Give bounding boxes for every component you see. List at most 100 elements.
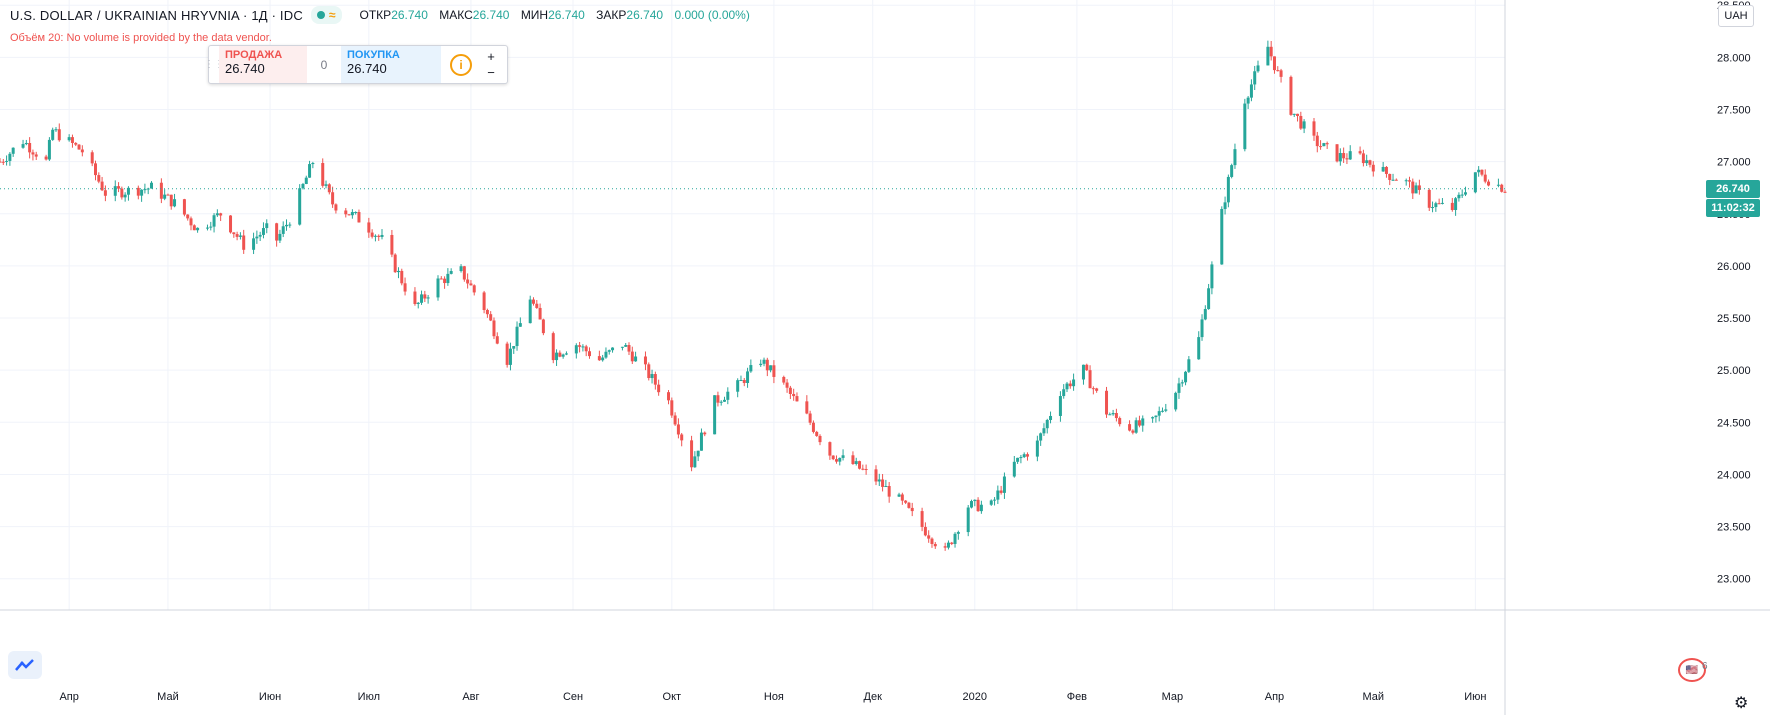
candle-body — [1210, 264, 1214, 289]
sell-button[interactable]: ПРОДАЖА 26.740 — [219, 46, 307, 83]
candle-body — [426, 297, 430, 299]
candle-body — [103, 190, 107, 196]
info-button[interactable]: i — [441, 46, 481, 83]
candle-body — [723, 399, 727, 402]
candle-body — [630, 351, 634, 362]
drag-handle-icon[interactable]: ⋮⋮ — [204, 59, 224, 70]
candle-body — [169, 194, 173, 207]
candle-body — [818, 435, 822, 443]
candle-body — [258, 234, 262, 237]
candle-body — [205, 227, 209, 229]
candle-body — [713, 395, 717, 435]
candle-body — [792, 393, 796, 397]
candle-body — [380, 234, 384, 237]
candle-body — [943, 546, 947, 548]
currency-button[interactable]: UAH — [1718, 5, 1754, 27]
gear-icon[interactable]: ⚙ — [1734, 695, 1749, 712]
x-tick-label: Июн — [1464, 691, 1486, 703]
trading-view-logo-icon[interactable] — [8, 651, 42, 679]
candle-body — [255, 236, 259, 239]
candle-body — [762, 359, 766, 364]
candle-body — [561, 354, 565, 357]
candle-body — [1223, 202, 1227, 210]
candle-body — [828, 442, 832, 456]
y-tick-label: 26.000 — [1717, 261, 1751, 273]
y-tick-label: 24.000 — [1717, 469, 1751, 481]
candle-body — [301, 183, 305, 189]
low-value: 26.740 — [548, 8, 585, 22]
candle-body — [489, 314, 493, 321]
candle-body — [1174, 392, 1178, 410]
candle-body — [324, 184, 328, 186]
candle-body — [1404, 180, 1408, 182]
candle-body — [1039, 433, 1043, 441]
candle-body — [693, 456, 697, 468]
candle-body — [396, 270, 400, 273]
symbol-title[interactable]: U.S. DOLLAR / UKRAINIAN HRYVNIA · 1Д · I… — [10, 7, 303, 23]
candle-body — [676, 424, 680, 435]
candle-body — [1180, 382, 1184, 384]
candle-body — [1437, 203, 1441, 205]
candle-body — [1312, 121, 1316, 136]
market-status[interactable]: ≈ — [310, 6, 342, 24]
candle-body — [354, 212, 358, 214]
candle-body — [327, 184, 331, 193]
candle-body — [946, 542, 950, 548]
info-icon: i — [450, 53, 472, 76]
candle-body — [8, 153, 12, 161]
x-tick-label: Апр — [1265, 691, 1284, 703]
candle-body — [67, 137, 71, 141]
candle-body — [1440, 202, 1444, 204]
change-value: 0.000 (0.00%) — [674, 8, 750, 22]
candle-body — [1345, 158, 1349, 160]
candle-body — [808, 413, 812, 423]
candle-body — [47, 139, 51, 160]
candle-body — [1058, 396, 1062, 416]
candle-body — [927, 535, 931, 539]
x-tick-label: Окт — [663, 691, 682, 703]
candle-body — [215, 213, 219, 216]
candle-body — [390, 234, 394, 255]
candle-body — [373, 235, 377, 237]
candle-body — [541, 319, 545, 334]
candle-body — [1450, 202, 1454, 211]
x-tick-label: Мар — [1162, 691, 1184, 703]
candle-body — [811, 422, 815, 432]
candle-body — [1279, 70, 1283, 77]
x-tick-label: Апр — [59, 691, 78, 703]
candle-body — [235, 234, 239, 237]
candle-body — [443, 278, 447, 284]
candle-body — [864, 469, 868, 471]
candle-body — [100, 181, 104, 191]
candle-body — [308, 164, 312, 178]
candle-body — [1081, 364, 1085, 380]
candle-body — [739, 380, 743, 382]
candle-body — [532, 299, 536, 304]
candle-body — [1431, 207, 1435, 209]
candle-body — [1319, 146, 1323, 148]
candle-body — [736, 380, 740, 392]
candle-body — [795, 396, 799, 402]
flag-icon[interactable]: 🇺🇸 — [1678, 658, 1706, 682]
candle-body — [920, 511, 924, 527]
candle-body — [357, 212, 361, 223]
candle-body — [1151, 417, 1155, 419]
candle-body — [252, 238, 256, 250]
candle-body — [858, 461, 862, 469]
decrease-button[interactable]: − — [487, 64, 495, 80]
candle-body — [140, 189, 144, 196]
buy-button[interactable]: ПОКУПКА 26.740 — [341, 46, 441, 83]
candle-body — [1487, 181, 1491, 186]
candle-body — [1463, 192, 1467, 195]
increase-button[interactable]: + — [487, 48, 495, 64]
candle-body — [785, 382, 789, 388]
candle-body — [555, 352, 559, 361]
sell-price: 26.740 — [225, 61, 265, 76]
candle-body — [261, 228, 265, 235]
low-label: МИН — [520, 8, 549, 22]
candle-body — [1203, 309, 1207, 320]
quantity-stepper: + − — [481, 46, 501, 83]
candle-body — [1085, 364, 1089, 371]
